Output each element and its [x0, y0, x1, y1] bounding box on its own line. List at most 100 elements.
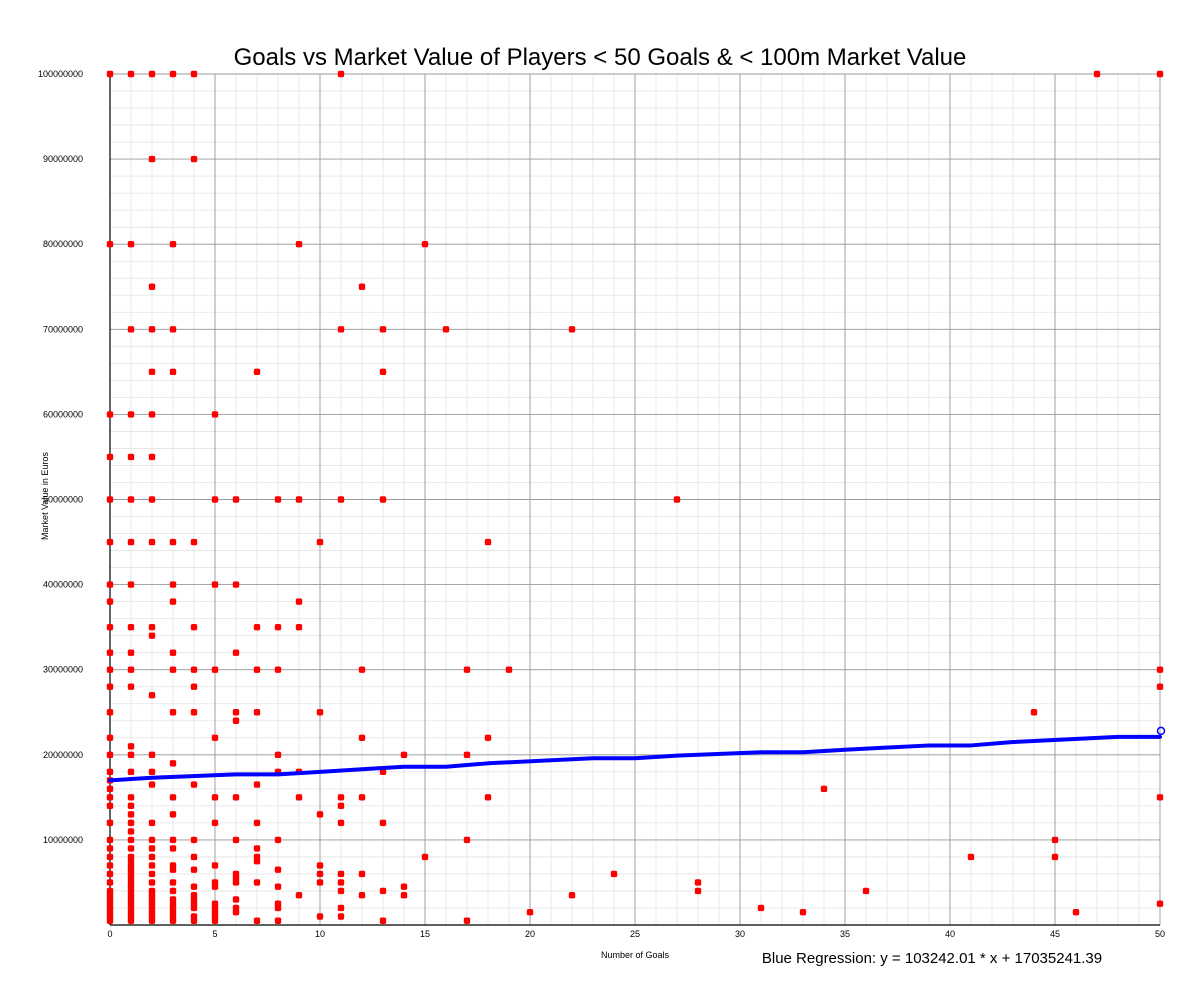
data-point	[400, 892, 408, 899]
data-point	[169, 368, 177, 376]
data-point	[232, 909, 240, 916]
data-point	[232, 879, 240, 886]
data-point	[169, 241, 177, 248]
data-point	[148, 155, 156, 163]
data-point	[127, 819, 135, 827]
data-point	[127, 811, 135, 818]
data-point	[253, 666, 261, 673]
data-point	[169, 845, 177, 852]
data-point	[316, 913, 324, 920]
data-point	[169, 794, 177, 801]
data-point	[190, 904, 198, 912]
y-tick-label: 30000000	[43, 665, 83, 675]
data-point	[337, 794, 345, 801]
data-point	[148, 781, 156, 788]
data-point	[211, 794, 219, 801]
data-point	[148, 862, 156, 869]
data-point	[232, 709, 240, 716]
data-point	[106, 623, 114, 631]
data-point	[358, 794, 366, 801]
data-point	[253, 781, 261, 788]
data-point	[106, 845, 114, 852]
data-point	[190, 836, 198, 844]
data-point	[274, 623, 282, 631]
data-point	[148, 917, 156, 924]
data-points	[106, 70, 1164, 924]
data-point	[484, 734, 492, 741]
data-point	[106, 836, 114, 844]
data-point	[337, 913, 345, 920]
regression-end-marker	[1156, 726, 1166, 736]
data-point	[1156, 70, 1164, 78]
data-point	[967, 853, 975, 861]
data-point	[337, 904, 345, 912]
data-point	[400, 751, 408, 758]
data-point	[799, 909, 807, 916]
data-point	[232, 836, 240, 844]
data-point	[274, 866, 282, 873]
data-point	[379, 496, 387, 503]
data-point	[253, 819, 261, 827]
data-point	[337, 326, 345, 333]
data-point	[106, 768, 114, 776]
data-point	[169, 326, 177, 333]
data-point	[190, 155, 198, 163]
data-point	[169, 836, 177, 844]
data-point	[337, 819, 345, 827]
data-point	[673, 496, 681, 503]
data-point	[1030, 709, 1038, 716]
data-point	[232, 896, 240, 903]
data-point	[211, 883, 219, 890]
data-point	[148, 879, 156, 886]
data-point	[106, 411, 114, 418]
data-point	[106, 538, 114, 546]
y-tick-label: 50000000	[43, 495, 83, 505]
data-point	[106, 709, 114, 716]
data-point	[127, 70, 135, 78]
data-point	[1156, 683, 1164, 690]
data-point	[232, 581, 240, 588]
data-point	[106, 819, 114, 827]
data-point	[127, 241, 135, 248]
data-point	[127, 768, 135, 776]
data-point	[316, 709, 324, 716]
regression-equation: Blue Regression: y = 103242.01 * x + 170…	[762, 950, 1102, 967]
data-point	[127, 496, 135, 503]
y-tick-label: 10000000	[43, 835, 83, 845]
data-point	[106, 917, 114, 924]
data-point	[211, 862, 219, 869]
x-tick-label: 50	[1155, 929, 1165, 939]
data-point	[148, 819, 156, 827]
data-point	[106, 794, 114, 801]
data-point	[127, 623, 135, 631]
data-point	[1156, 900, 1164, 907]
data-point	[232, 794, 240, 801]
data-point	[253, 879, 261, 886]
data-point	[358, 892, 366, 899]
y-tick-label: 40000000	[43, 580, 83, 590]
data-point	[463, 751, 471, 758]
data-point	[169, 709, 177, 716]
data-point	[862, 887, 870, 895]
data-point	[127, 649, 135, 656]
data-point	[337, 879, 345, 886]
data-point	[169, 879, 177, 886]
data-point	[148, 368, 156, 376]
chart-title: Goals vs Market Value of Players < 50 Go…	[234, 44, 967, 71]
x-tick-label: 5	[212, 929, 217, 939]
data-point	[148, 623, 156, 631]
data-point	[127, 743, 135, 750]
x-tick-label: 20	[525, 929, 535, 939]
data-point	[232, 649, 240, 656]
data-point	[463, 917, 471, 924]
y-tick-label: 100000000	[38, 69, 83, 79]
data-point	[757, 904, 765, 912]
data-point	[169, 581, 177, 588]
data-point	[148, 453, 156, 461]
data-point	[358, 870, 366, 878]
y-tick-label: 20000000	[43, 750, 83, 760]
data-point	[127, 666, 135, 673]
data-point	[127, 845, 135, 852]
data-point	[253, 623, 261, 631]
data-point	[295, 598, 303, 605]
